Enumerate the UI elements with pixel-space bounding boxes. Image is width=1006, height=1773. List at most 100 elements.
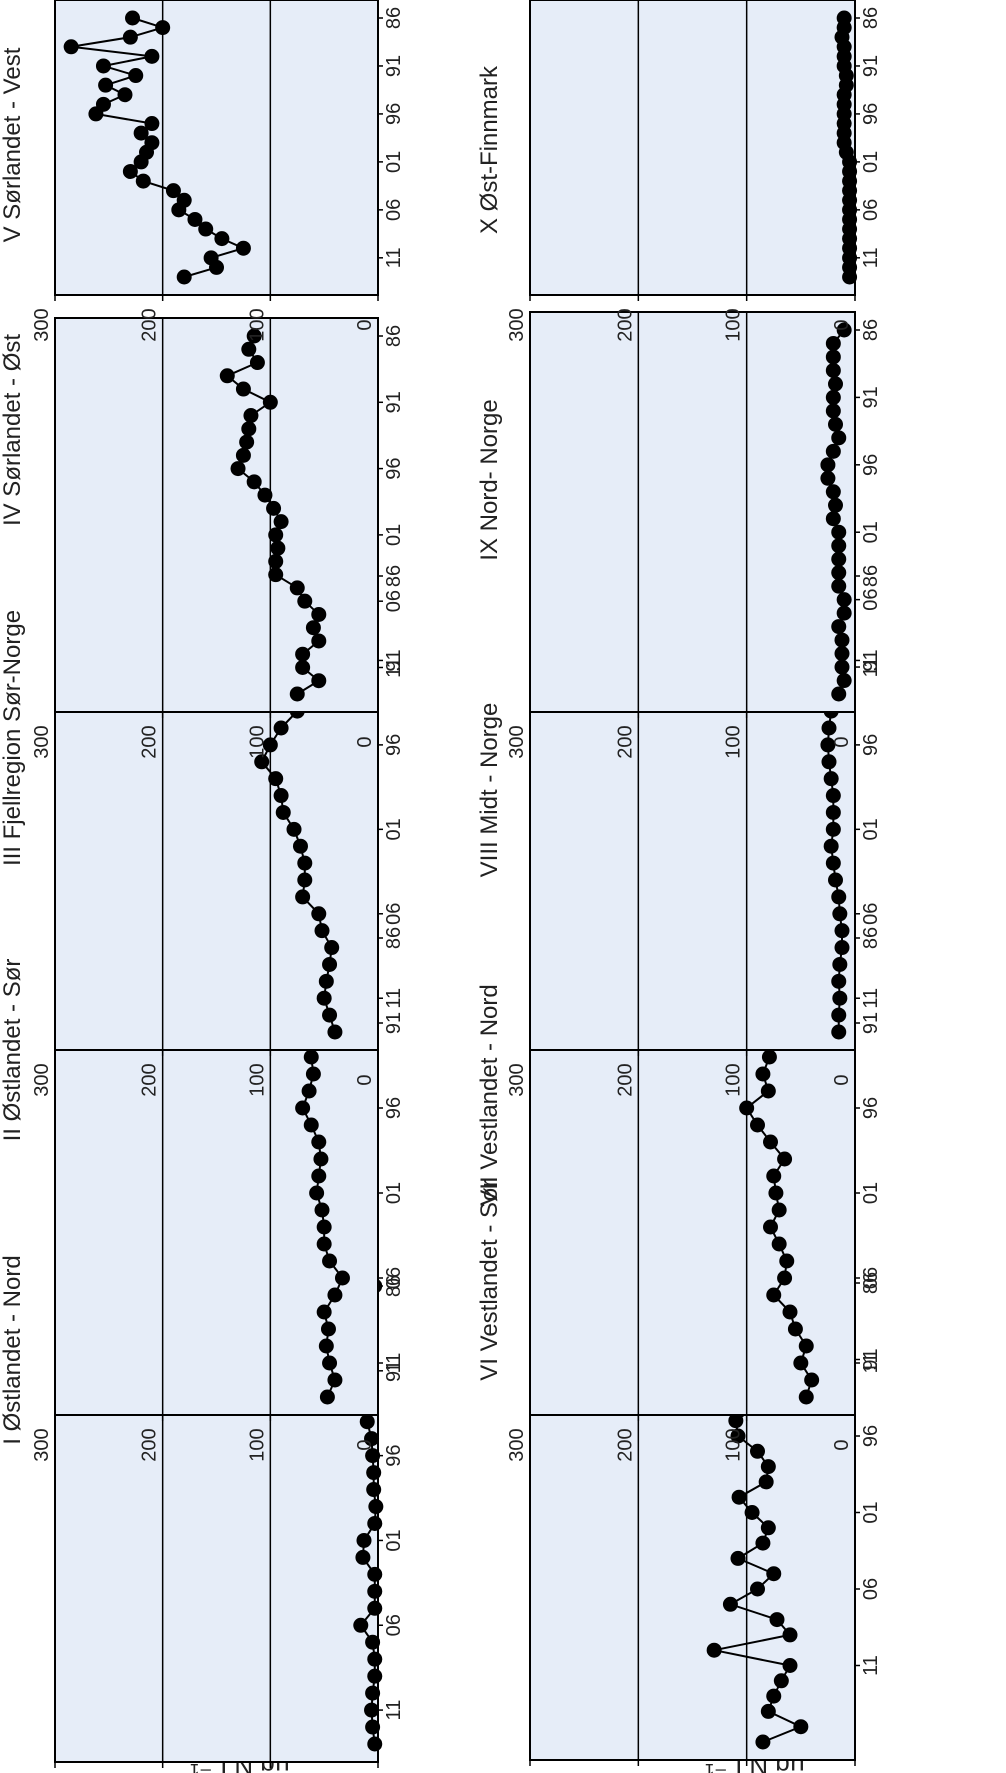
x-tick-label: 06 — [860, 1267, 882, 1289]
data-point — [825, 443, 841, 459]
data-point — [739, 1100, 755, 1116]
data-point — [825, 389, 841, 405]
data-point — [318, 1338, 334, 1354]
data-point — [763, 1134, 778, 1150]
chart-title: III Fjellregion Sør-Norge — [0, 610, 26, 866]
x-tick-label: 01 — [860, 521, 882, 543]
data-point — [367, 1600, 383, 1616]
data-point — [209, 259, 224, 275]
data-point — [832, 956, 848, 972]
data-point — [820, 457, 836, 473]
data-point — [823, 838, 839, 854]
x-tick-label: 96 — [860, 1097, 882, 1119]
data-point — [322, 1007, 338, 1023]
data-point — [268, 527, 284, 543]
data-point — [355, 1549, 371, 1565]
y-tick-label: 100 — [723, 1063, 745, 1096]
x-tick-label: 91 — [383, 391, 405, 413]
chart-title: I Østlandet - Nord — [0, 1255, 26, 1444]
data-point — [366, 1465, 382, 1481]
data-point — [268, 567, 284, 583]
data-point — [367, 1736, 383, 1752]
data-point — [275, 804, 291, 820]
data-point — [755, 1535, 771, 1551]
data-point — [761, 1049, 777, 1065]
x-tick-label: 06 — [383, 903, 405, 925]
chart-title: VIII Midt - Norge — [476, 703, 503, 878]
data-point — [768, 1185, 784, 1201]
x-tick-label: 86 — [383, 927, 405, 949]
data-point — [820, 737, 836, 753]
data-point — [95, 58, 111, 74]
data-point — [322, 1253, 338, 1269]
data-point — [766, 1688, 782, 1704]
data-point — [235, 447, 251, 463]
data-point — [777, 1270, 793, 1286]
data-point — [135, 173, 151, 189]
data-point — [825, 511, 841, 527]
chart-title: VII Vestlandet - Nord — [476, 984, 503, 1205]
data-point — [744, 1505, 760, 1520]
data-point — [98, 77, 114, 93]
data-point — [831, 578, 847, 594]
data-point — [235, 240, 251, 256]
x-tick-label: 91 — [383, 1360, 405, 1382]
chart-panel: 0 100 200 300 86 91 96 01 06 11 V Sørlandet - Vest — [0, 0, 405, 342]
data-point — [367, 1566, 383, 1582]
data-point — [366, 1482, 382, 1498]
data-point — [782, 1658, 798, 1673]
y-tick-label: 200 — [614, 1428, 636, 1461]
data-point — [305, 620, 321, 636]
data-point — [706, 1642, 722, 1658]
x-tick-label: 96 — [860, 1425, 882, 1447]
data-point — [731, 1489, 747, 1505]
data-point — [292, 838, 308, 854]
data-point — [825, 403, 841, 419]
x-tick-label: 96 — [860, 734, 882, 756]
data-point — [821, 754, 837, 770]
data-point — [825, 335, 841, 351]
data-point — [295, 659, 311, 675]
y-tick-label: 0 — [354, 736, 376, 747]
data-point — [262, 737, 278, 753]
data-point — [832, 990, 848, 1006]
data-point — [249, 355, 265, 371]
data-point — [823, 771, 839, 787]
data-point — [133, 154, 149, 170]
x-tick-label: 11 — [383, 247, 405, 268]
data-point — [303, 1049, 319, 1065]
x-tick-label: 01 — [860, 1501, 882, 1523]
x-tick-label: 11 — [383, 657, 405, 678]
x-tick-label: 11 — [860, 247, 882, 268]
data-point — [297, 872, 313, 888]
y-tick-label: 200 — [139, 1063, 161, 1096]
data-point — [289, 686, 305, 702]
data-point — [798, 1338, 814, 1354]
data-point — [316, 1219, 332, 1235]
data-point — [230, 461, 246, 477]
data-point — [834, 940, 850, 956]
data-point — [219, 368, 235, 384]
data-point — [295, 646, 311, 662]
y-tick-label: 100 — [723, 1428, 745, 1461]
data-point — [367, 1651, 383, 1667]
data-point — [311, 633, 327, 649]
data-point — [88, 106, 104, 122]
data-point — [831, 973, 847, 989]
x-tick-label: 01 — [383, 524, 405, 546]
data-point — [831, 1024, 847, 1040]
data-point — [311, 1168, 327, 1184]
data-point — [834, 632, 850, 648]
data-point — [311, 673, 327, 689]
y-tick-label: 300 — [506, 1428, 528, 1461]
data-point — [832, 906, 848, 922]
x-tick-label: 01 — [860, 151, 882, 173]
data-point — [750, 1117, 765, 1133]
data-point — [804, 1372, 820, 1388]
x-tick-label: 01 — [383, 1182, 405, 1204]
data-point — [836, 322, 852, 338]
data-point — [318, 973, 334, 989]
data-point — [825, 855, 841, 871]
data-point — [246, 328, 262, 344]
